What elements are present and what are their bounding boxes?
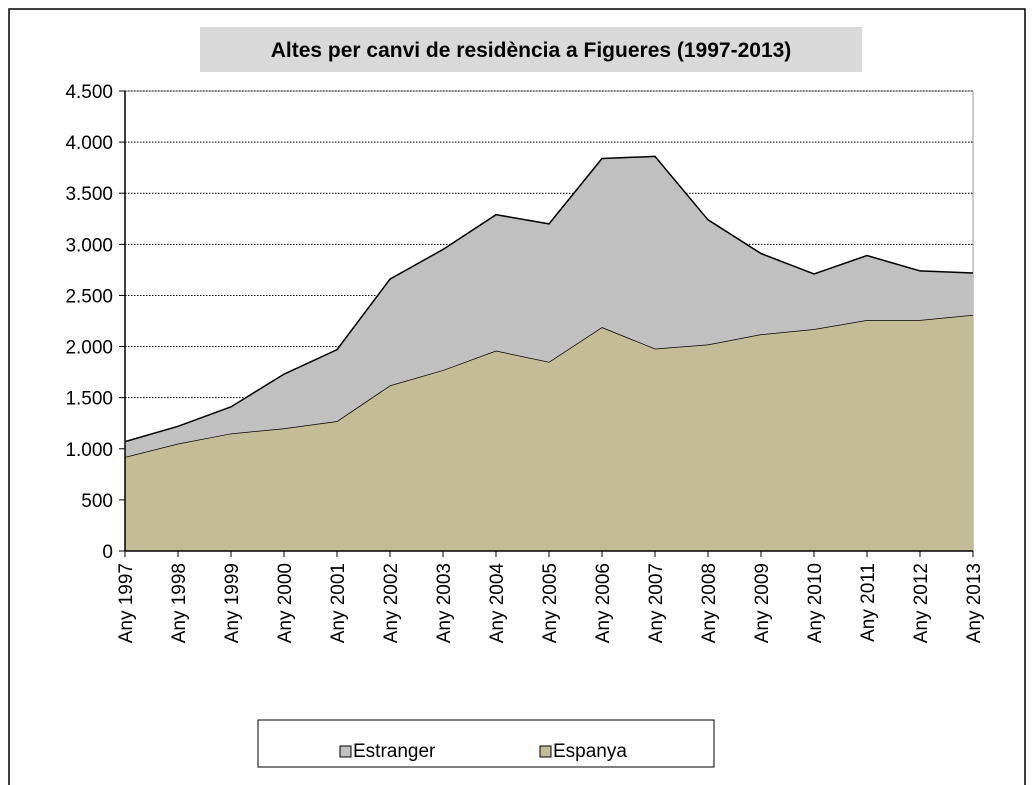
y-tick-label: 4.000 — [65, 133, 113, 154]
x-tick-label: Any 2010 — [805, 563, 826, 643]
x-tick-label: Any 2006 — [593, 563, 614, 643]
x-tick-label: Any 2011 — [858, 563, 879, 642]
x-tick-label: Any 2004 — [487, 563, 508, 644]
y-tick-label: 3.500 — [65, 184, 113, 205]
x-tick-label: Any 2001 — [328, 563, 349, 643]
x-tick-label: Any 1998 — [169, 563, 190, 643]
area — [125, 156, 973, 457]
legend-label: Estranger — [353, 741, 436, 762]
x-tick-label: Any 2008 — [699, 563, 720, 643]
x-tick-label: Any 2012 — [911, 563, 932, 643]
y-tick-label: 2.000 — [65, 338, 113, 359]
x-tick-label: Any 2009 — [752, 563, 773, 643]
x-tick-label: Any 2005 — [540, 563, 561, 643]
x-tick-label: Any 1999 — [222, 563, 243, 643]
legend-label: Espanya — [553, 741, 627, 762]
area-line — [124, 155, 974, 443]
legend-box — [257, 719, 715, 768]
legend-swatch — [339, 745, 352, 758]
x-tick-label: Any 2003 — [434, 563, 455, 643]
y-tick-label: 1.500 — [65, 389, 113, 410]
x-tick-label: Any 2007 — [646, 563, 667, 643]
x-tick-label: Any 1997 — [116, 563, 137, 643]
y-tick-label: 1.000 — [65, 440, 113, 461]
y-tick-label: 500 — [81, 491, 113, 512]
area — [125, 314, 973, 551]
x-tick-label: Any 2000 — [275, 563, 296, 643]
x-tick-label: Any 2002 — [381, 563, 402, 643]
y-tick-label: 2.500 — [65, 286, 113, 307]
y-tick-label: 0 — [102, 542, 113, 563]
chart-title: Altes per canvi de residència a Figueres… — [271, 39, 792, 62]
x-tick-label: Any 2013 — [964, 563, 985, 643]
title-box — [200, 27, 862, 72]
legend-swatch — [539, 745, 552, 758]
y-tick-label: 4.500 — [65, 82, 113, 103]
y-tick-label: 3.000 — [65, 235, 113, 256]
